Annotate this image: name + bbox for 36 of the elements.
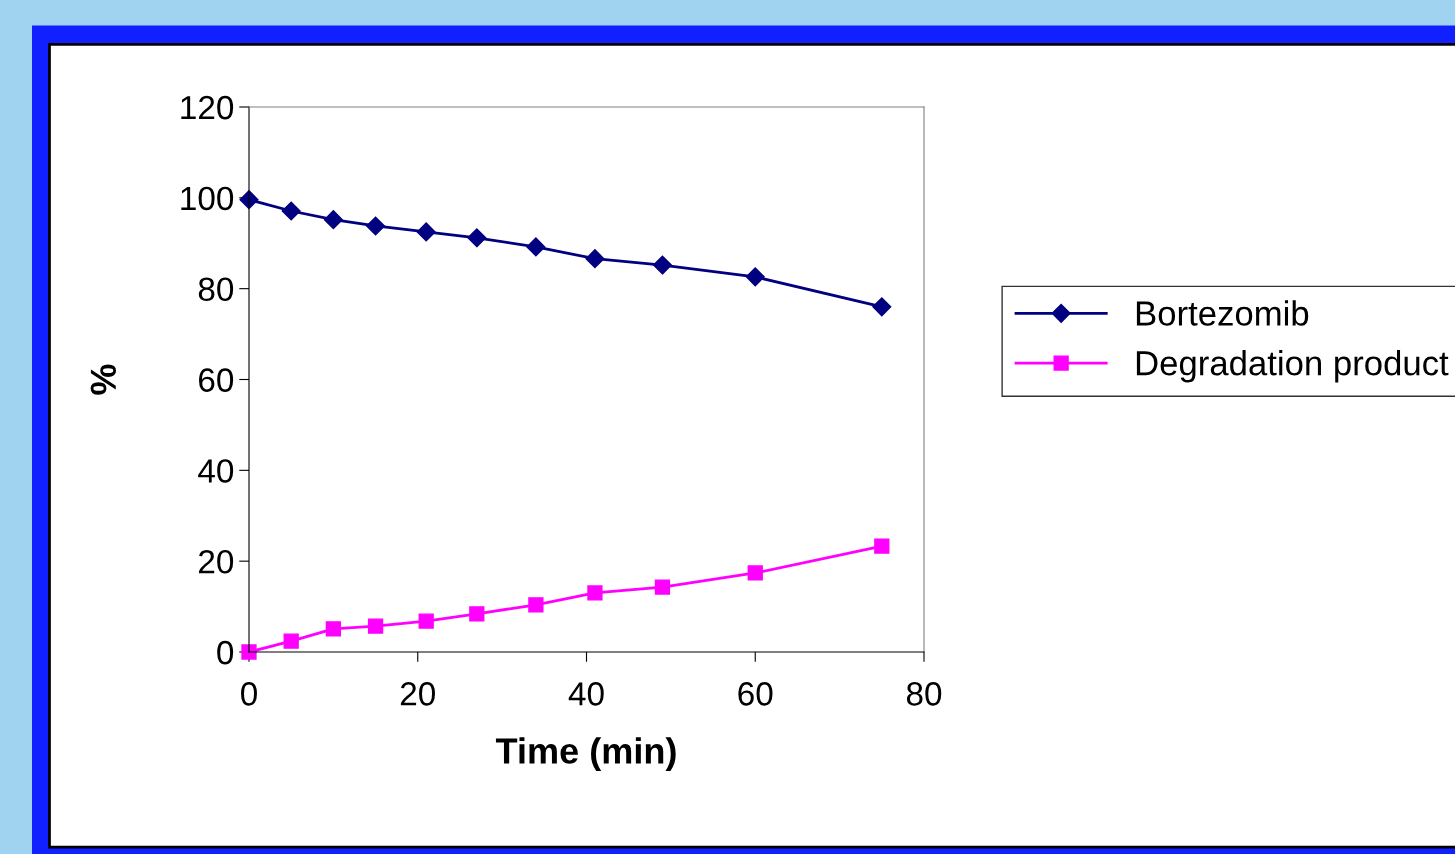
y-tick-label: 100 bbox=[181, 186, 234, 211]
point bbox=[416, 222, 436, 242]
point bbox=[585, 249, 605, 269]
x-axis-title: Time (min) bbox=[495, 737, 676, 771]
point bbox=[283, 633, 299, 649]
y-tick-label: 20 bbox=[199, 549, 234, 574]
point bbox=[654, 579, 671, 595]
y-tick-label: 0 bbox=[217, 640, 234, 665]
point bbox=[367, 618, 384, 634]
x-tick-label: 80 bbox=[906, 682, 942, 706]
point bbox=[587, 585, 603, 601]
point bbox=[652, 255, 672, 275]
point bbox=[467, 228, 487, 248]
point bbox=[528, 597, 544, 613]
y-axis-title: % bbox=[90, 364, 117, 395]
legend-label: Degradation product bbox=[1136, 350, 1449, 383]
point bbox=[323, 210, 343, 230]
y-tick-label: 80 bbox=[198, 277, 234, 302]
legend-label: Bortezomib bbox=[1136, 300, 1309, 326]
point bbox=[366, 216, 386, 236]
x-tick-label: 40 bbox=[568, 682, 604, 706]
point bbox=[526, 237, 546, 257]
y-tick-label: 40 bbox=[198, 459, 234, 483]
point bbox=[745, 267, 765, 287]
point bbox=[281, 201, 301, 221]
point bbox=[747, 565, 763, 581]
point bbox=[874, 538, 890, 554]
point bbox=[872, 297, 892, 317]
y-tick-label: 60 bbox=[199, 368, 234, 392]
point bbox=[469, 606, 485, 622]
x-tick-label: 60 bbox=[738, 682, 773, 706]
point bbox=[418, 613, 434, 629]
point bbox=[325, 621, 342, 637]
x-tick-label: 0 bbox=[241, 682, 257, 706]
x-tick-label: 20 bbox=[400, 682, 435, 706]
y-tick-label: 120 bbox=[181, 95, 234, 120]
